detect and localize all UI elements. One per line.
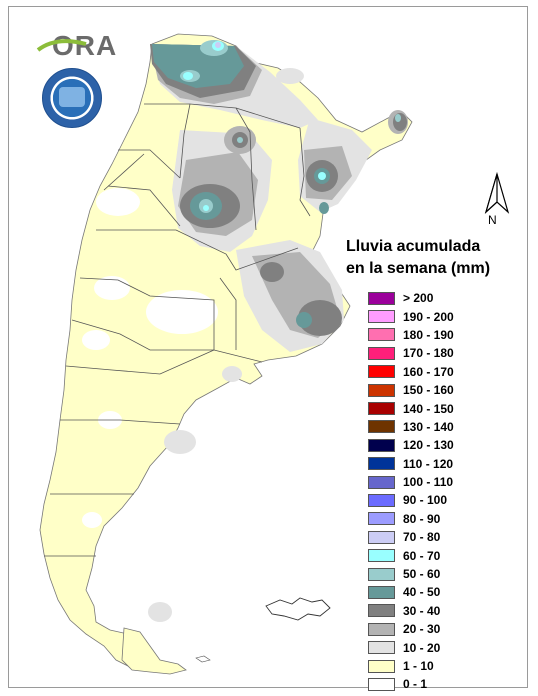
legend-swatch: [368, 365, 395, 379]
legend-swatch: [368, 438, 395, 452]
legend-item: 20 - 30: [368, 620, 454, 638]
legend-item: 0 - 1: [368, 675, 454, 693]
legend-swatch: [368, 310, 395, 324]
legend-title: Lluvia acumulada en la semana (mm): [346, 236, 490, 280]
legend-item: 30 - 40: [368, 602, 454, 620]
legend-item: 90 - 100: [368, 491, 454, 509]
legend-label: 160 - 170: [403, 364, 454, 379]
legend-label: 70 - 80: [403, 530, 441, 545]
legend-item: 1 - 10: [368, 657, 454, 675]
rain-50-80: [180, 40, 401, 213]
legend-label: 100 - 110: [403, 475, 454, 490]
legend-swatch: [368, 622, 395, 636]
north-arrow-icon: [484, 172, 510, 214]
legend-swatch: [368, 475, 395, 489]
legend: > 200 190 - 200 180 - 190 170 - 180 160 - 17…: [368, 289, 454, 694]
legend-label: 130 - 140: [403, 419, 454, 434]
legend-swatch: [368, 346, 395, 360]
legend-label: 180 - 190: [403, 327, 454, 342]
legend-item: 170 - 180: [368, 344, 454, 362]
argentina-mainland: [39, 33, 413, 669]
malvinas-islands: [265, 597, 331, 621]
legend-label: 20 - 30: [403, 622, 441, 637]
legend-item: 40 - 50: [368, 583, 454, 601]
legend-swatch: [368, 402, 395, 416]
legend-item: 80 - 90: [368, 510, 454, 528]
legend-swatch: [368, 383, 395, 397]
ora-swoosh-icon: [36, 39, 87, 52]
legend-swatch: [368, 530, 395, 544]
legend-swatch: [368, 291, 395, 305]
legend-swatch: [368, 585, 395, 599]
legend-label: 0 - 1: [403, 677, 428, 692]
legend-item: 60 - 70: [368, 546, 454, 564]
legend-label: 40 - 50: [403, 585, 441, 600]
legend-title-line2: en la semana (mm): [346, 260, 491, 277]
legend-swatch: [368, 549, 395, 563]
north-label: N: [488, 213, 497, 227]
legend-swatch: [368, 659, 395, 673]
legend-item: 70 - 80: [368, 528, 454, 546]
legend-title-line1: Lluvia acumulada: [346, 238, 481, 255]
legend-swatch: [368, 677, 395, 691]
legend-item: 50 - 60: [368, 565, 454, 583]
legend-label: 170 - 180: [403, 346, 454, 361]
legend-swatch: [368, 604, 395, 618]
legend-swatch: [368, 512, 395, 526]
legend-swatch: [368, 567, 395, 581]
legend-swatch: [368, 457, 395, 471]
legend-label: 10 - 20: [403, 640, 441, 655]
tierra-del-fuego: [121, 627, 187, 675]
legend-item: 190 - 200: [368, 307, 454, 325]
legend-label: 120 - 130: [403, 438, 454, 453]
legend-item: 100 - 110: [368, 473, 454, 491]
legend-label: 190 - 200: [403, 309, 454, 324]
legend-swatch: [368, 420, 395, 434]
legend-swatch: [368, 493, 395, 507]
legend-label: 90 - 100: [403, 493, 448, 508]
legend-swatch: [368, 328, 395, 342]
legend-label: 1 - 10: [403, 659, 434, 673]
legend-label: 110 - 120: [403, 456, 454, 471]
legend-label: 150 - 160: [403, 383, 454, 398]
legend-item: 150 - 160: [368, 381, 454, 399]
legend-item: 140 - 150: [368, 399, 454, 417]
legend-item: 130 - 140: [368, 418, 454, 436]
legend-item: 120 - 130: [368, 436, 454, 454]
legend-item: 110 - 120: [368, 455, 454, 473]
legend-item: > 200: [368, 289, 454, 307]
legend-label: 140 - 150: [403, 401, 454, 416]
legend-item: 160 - 170: [368, 363, 454, 381]
rain-0-1: [82, 188, 218, 528]
legend-label: 60 - 70: [403, 548, 441, 563]
legend-label: > 200: [403, 291, 434, 306]
isla-de-los-estados: [195, 655, 211, 663]
legend-item: 180 - 190: [368, 326, 454, 344]
seal-emblem: [59, 87, 85, 107]
legend-item: 10 - 20: [368, 638, 454, 656]
legend-label: 50 - 60: [403, 567, 441, 582]
legend-label: 30 - 40: [403, 603, 441, 618]
legend-swatch: [368, 641, 395, 655]
legend-label: 80 - 90: [403, 511, 441, 526]
smn-seal-icon: [42, 68, 102, 128]
province-boundaries: [44, 103, 311, 557]
